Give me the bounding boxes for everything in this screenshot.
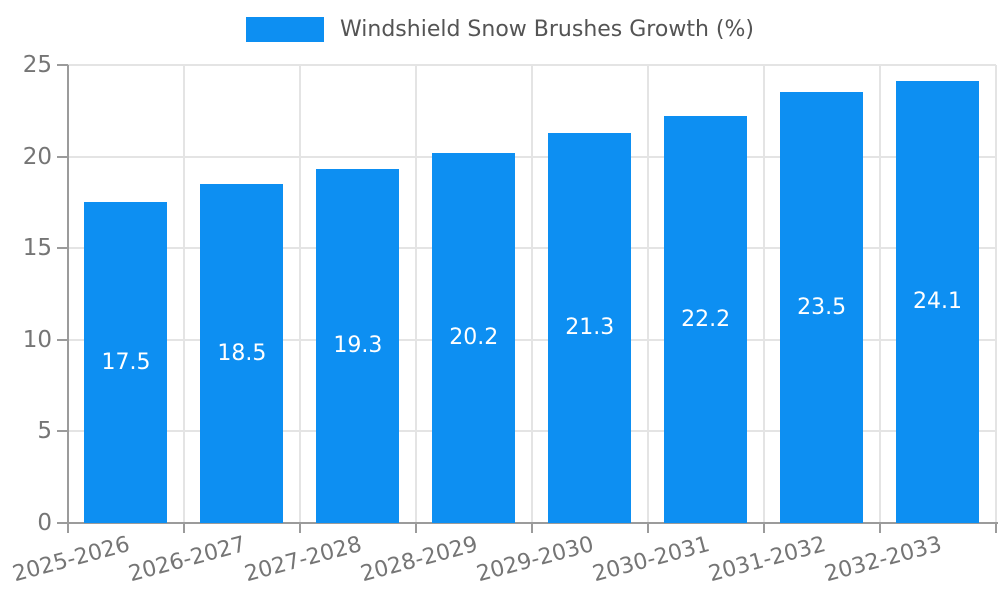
bar-2028-2029 bbox=[432, 152, 516, 523]
x-gridline bbox=[878, 65, 881, 523]
x-tick-label: 2028-2029 bbox=[357, 532, 481, 588]
x-axis-tick bbox=[878, 523, 881, 533]
x-tick-label: 2026-2027 bbox=[126, 532, 249, 588]
y-tick-label: 10 bbox=[22, 326, 52, 353]
x-gridline bbox=[530, 65, 533, 523]
chart-legend: Windshield Snow Brushes Growth (%) bbox=[0, 17, 1000, 42]
y-axis-tick bbox=[57, 155, 68, 158]
x-tick-label: 2032-2033 bbox=[821, 532, 945, 588]
bar-2031-2032 bbox=[780, 92, 864, 523]
bar-2029-2030 bbox=[548, 132, 632, 523]
x-tick-label: 2029-2030 bbox=[473, 532, 597, 588]
bar-value-label: 22.2 bbox=[681, 306, 731, 332]
x-axis-tick bbox=[994, 523, 997, 533]
bar-2032-2033 bbox=[896, 81, 980, 523]
x-gridline bbox=[762, 65, 765, 523]
y-axis-tick bbox=[57, 338, 68, 341]
x-axis-tick bbox=[67, 523, 69, 533]
bar-2027-2028 bbox=[316, 169, 400, 523]
y-tick-label: 15 bbox=[22, 235, 52, 262]
x-axis-tick bbox=[414, 523, 417, 533]
x-tick-label: 2027-2028 bbox=[242, 532, 365, 588]
bar-2025-2026 bbox=[84, 202, 168, 523]
bar-2026-2027 bbox=[200, 184, 284, 523]
y-tick-label: 25 bbox=[22, 52, 52, 78]
y-tick-label: 5 bbox=[37, 418, 52, 445]
bar-value-label: 18.5 bbox=[217, 340, 267, 366]
legend-swatch bbox=[246, 17, 325, 42]
x-gridline bbox=[994, 65, 997, 523]
bar-value-label: 19.3 bbox=[333, 333, 383, 359]
bar-value-label: 24.1 bbox=[913, 289, 963, 315]
legend-label: Windshield Snow Brushes Growth (%) bbox=[340, 17, 754, 42]
x-tick-label: 2031-2032 bbox=[705, 532, 829, 588]
y-axis-tick bbox=[57, 522, 68, 524]
x-axis-tick bbox=[298, 523, 301, 533]
x-tick-label: 2030-2031 bbox=[589, 532, 713, 588]
y-tick-label: 20 bbox=[22, 143, 52, 170]
bar-value-label: 21.3 bbox=[565, 314, 615, 340]
x-axis-tick bbox=[530, 523, 533, 533]
y-axis-tick bbox=[57, 64, 68, 66]
bar-value-label: 17.5 bbox=[101, 349, 151, 375]
y-tick-label: 0 bbox=[37, 510, 52, 536]
x-axis-tick bbox=[762, 523, 765, 533]
x-gridline bbox=[646, 65, 649, 523]
x-axis-tick bbox=[182, 523, 185, 533]
y-axis-tick bbox=[57, 247, 68, 250]
x-gridline bbox=[298, 65, 301, 523]
y-axis-line bbox=[67, 65, 69, 524]
bar-value-label: 20.2 bbox=[449, 324, 499, 350]
x-axis-tick bbox=[646, 523, 649, 533]
y-axis-tick bbox=[57, 430, 68, 433]
x-gridline bbox=[414, 65, 417, 523]
bar-2030-2031 bbox=[664, 116, 748, 523]
bar-value-label: 23.5 bbox=[797, 294, 847, 320]
x-gridline bbox=[182, 65, 185, 523]
x-tick-label: 2025-2026 bbox=[10, 532, 133, 588]
